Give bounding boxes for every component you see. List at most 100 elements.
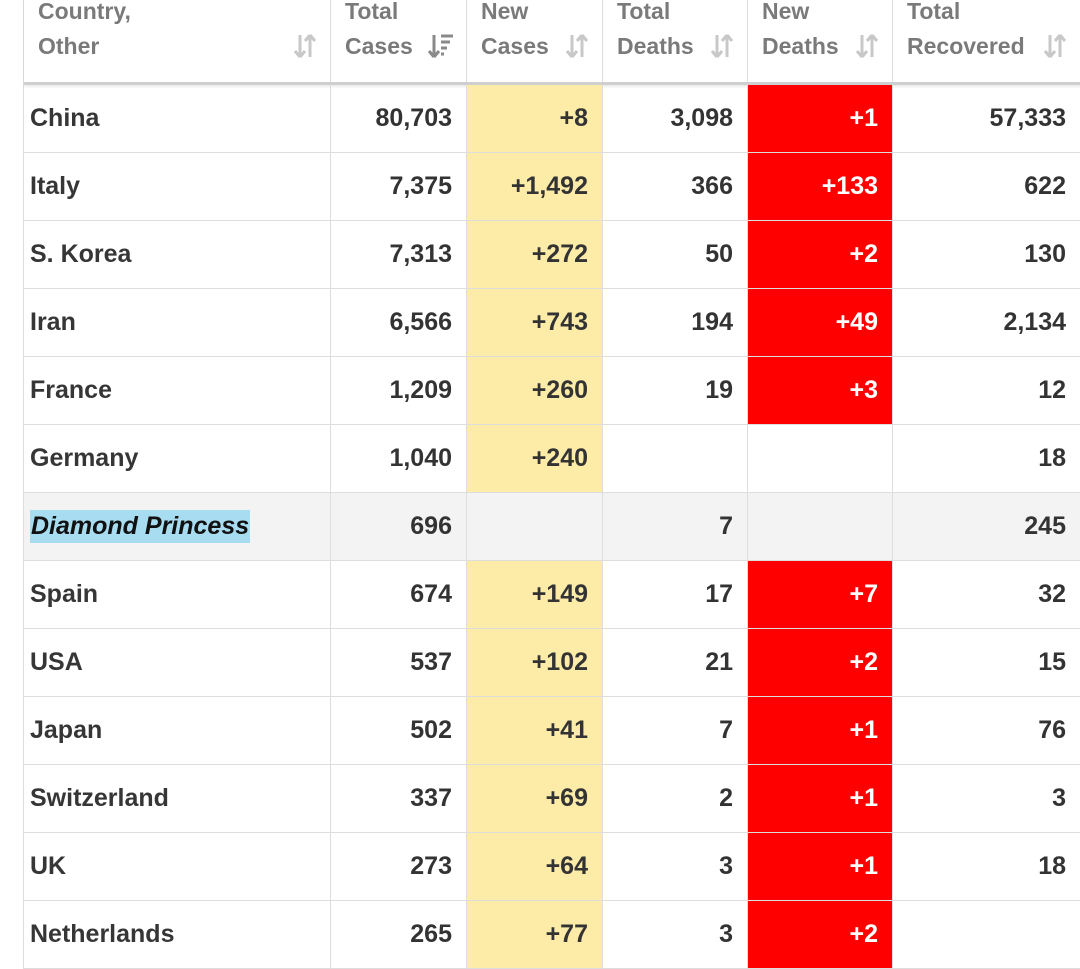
cell-total-recovered: 18 [893,425,1080,492]
cell-value: +102 [531,648,588,676]
cell-total-cases: 1,040 [331,425,467,492]
cell-value: 674 [410,580,452,608]
header-total-cases[interactable]: Total Cases [331,0,467,82]
cell-new-cases: +102 [467,629,603,696]
cell-value: 502 [410,716,452,744]
cell-total-cases: 1,209 [331,357,467,424]
cell-total-deaths: 2 [603,765,748,832]
table-header: Country, Other Total Cases New Cases Tot… [24,0,1080,85]
country-name: USA [30,648,83,676]
cell-new-cases: +272 [467,221,603,288]
cell-value: 17 [705,580,733,608]
country-name: China [30,104,100,132]
cell-value: +240 [531,444,588,472]
cell-value: +1,492 [510,172,588,200]
country-name: France [30,376,112,404]
cell-value: 1,209 [389,376,452,404]
cell-new-cases: +1,492 [467,153,603,220]
table-row[interactable]: Japan 502 +41 7 +1 76 [24,697,1080,765]
table-row[interactable]: Spain 674 +149 17 +7 32 [24,561,1080,629]
cell-total-recovered: 15 [893,629,1080,696]
cell-country[interactable]: Spain [24,561,331,628]
table-row[interactable]: Italy 7,375 +1,492 366 +133 622 [24,153,1080,221]
cell-new-deaths: +2 [748,901,893,968]
sort-arrows-icon[interactable] [292,31,318,61]
cell-value: 18 [1038,444,1066,472]
cell-country[interactable]: S. Korea [24,221,331,288]
table-row[interactable]: China 80,703 +8 3,098 +1 57,333 [24,85,1080,153]
cell-value: +743 [531,308,588,336]
table-row[interactable]: Switzerland 337 +69 2 +1 3 [24,765,1080,833]
cell-new-cases [467,493,603,560]
cell-value: 7,375 [389,172,452,200]
cell-value: 19 [705,376,733,404]
table-row[interactable]: Netherlands 265 +77 3 +2 [24,901,1080,969]
cell-new-cases: +743 [467,289,603,356]
cell-country[interactable]: Iran [24,289,331,356]
cell-country[interactable]: Netherlands [24,901,331,968]
cell-value: 7,313 [389,240,452,268]
cell-value: 337 [410,784,452,812]
cell-new-deaths: +1 [748,833,893,900]
cell-country[interactable]: France [24,357,331,424]
cell-country[interactable]: Japan [24,697,331,764]
cell-country[interactable]: Italy [24,153,331,220]
cell-total-cases: 337 [331,765,467,832]
cell-total-cases: 502 [331,697,467,764]
cell-new-cases: +260 [467,357,603,424]
cell-country[interactable]: UK [24,833,331,900]
cell-country[interactable]: Switzerland [24,765,331,832]
country-name: Spain [30,580,99,608]
table-row[interactable]: Iran 6,566 +743 194 +49 2,134 [24,289,1080,357]
cell-total-cases: 265 [331,901,467,968]
cell-new-deaths: +1 [748,765,893,832]
table-row[interactable]: UK 273 +64 3 +1 18 [24,833,1080,901]
cell-value: 2,134 [1003,308,1066,336]
cell-value: 194 [691,308,733,336]
cell-value: 130 [1024,240,1066,268]
cell-value: +41 [545,716,588,744]
cell-total-deaths: 3 [603,901,748,968]
cell-country[interactable]: China [24,85,331,152]
sort-arrows-icon[interactable] [564,31,590,61]
country-name: UK [30,852,67,880]
table-row[interactable]: S. Korea 7,313 +272 50 +2 130 [24,221,1080,289]
table-row[interactable]: USA 537 +102 21 +2 15 [24,629,1080,697]
cell-value: +77 [545,920,588,948]
cell-value: +1 [849,784,878,812]
cell-new-cases: +77 [467,901,603,968]
sort-descending-icon[interactable] [428,31,454,61]
cell-value: 3 [719,920,733,948]
cell-new-deaths: +1 [748,697,893,764]
cell-total-deaths: 7 [603,697,748,764]
table-row[interactable]: France 1,209 +260 19 +3 12 [24,357,1080,425]
cell-country[interactable]: Diamond Princess [24,493,331,560]
cell-total-deaths: 17 [603,561,748,628]
header-country[interactable]: Country, Other [24,0,331,82]
cell-value: 50 [705,240,733,268]
cell-new-deaths: +7 [748,561,893,628]
table-body: China 80,703 +8 3,098 +1 57,333 Italy 7,375 +1,4… [24,85,1080,969]
header-total-recovered[interactable]: Total Recovered [893,0,1080,82]
header-new-deaths[interactable]: New Deaths [748,0,893,82]
cell-value: 32 [1038,580,1066,608]
table-row[interactable]: Diamond Princess 696 7 245 [24,493,1080,561]
cell-new-deaths: +49 [748,289,893,356]
sort-arrows-icon[interactable] [1042,31,1068,61]
cell-country[interactable]: Germany [24,425,331,492]
table-row[interactable]: Germany 1,040 +240 18 [24,425,1080,493]
header-new-cases[interactable]: New Cases [467,0,603,82]
cell-value: 3 [719,852,733,880]
cell-country[interactable]: USA [24,629,331,696]
header-total-deaths[interactable]: Total Deaths [603,0,748,82]
sort-arrows-icon[interactable] [854,31,880,61]
cell-value: 696 [410,512,452,540]
cell-new-cases: +149 [467,561,603,628]
cell-value: 3,098 [670,104,733,132]
cell-value: 3 [1052,784,1066,812]
cell-total-deaths: 19 [603,357,748,424]
cell-value: 245 [1024,512,1066,540]
country-name: Germany [30,444,139,472]
coronavirus-stats-table: Country, Other Total Cases New Cases Tot… [23,0,1080,969]
sort-arrows-icon[interactable] [709,31,735,61]
